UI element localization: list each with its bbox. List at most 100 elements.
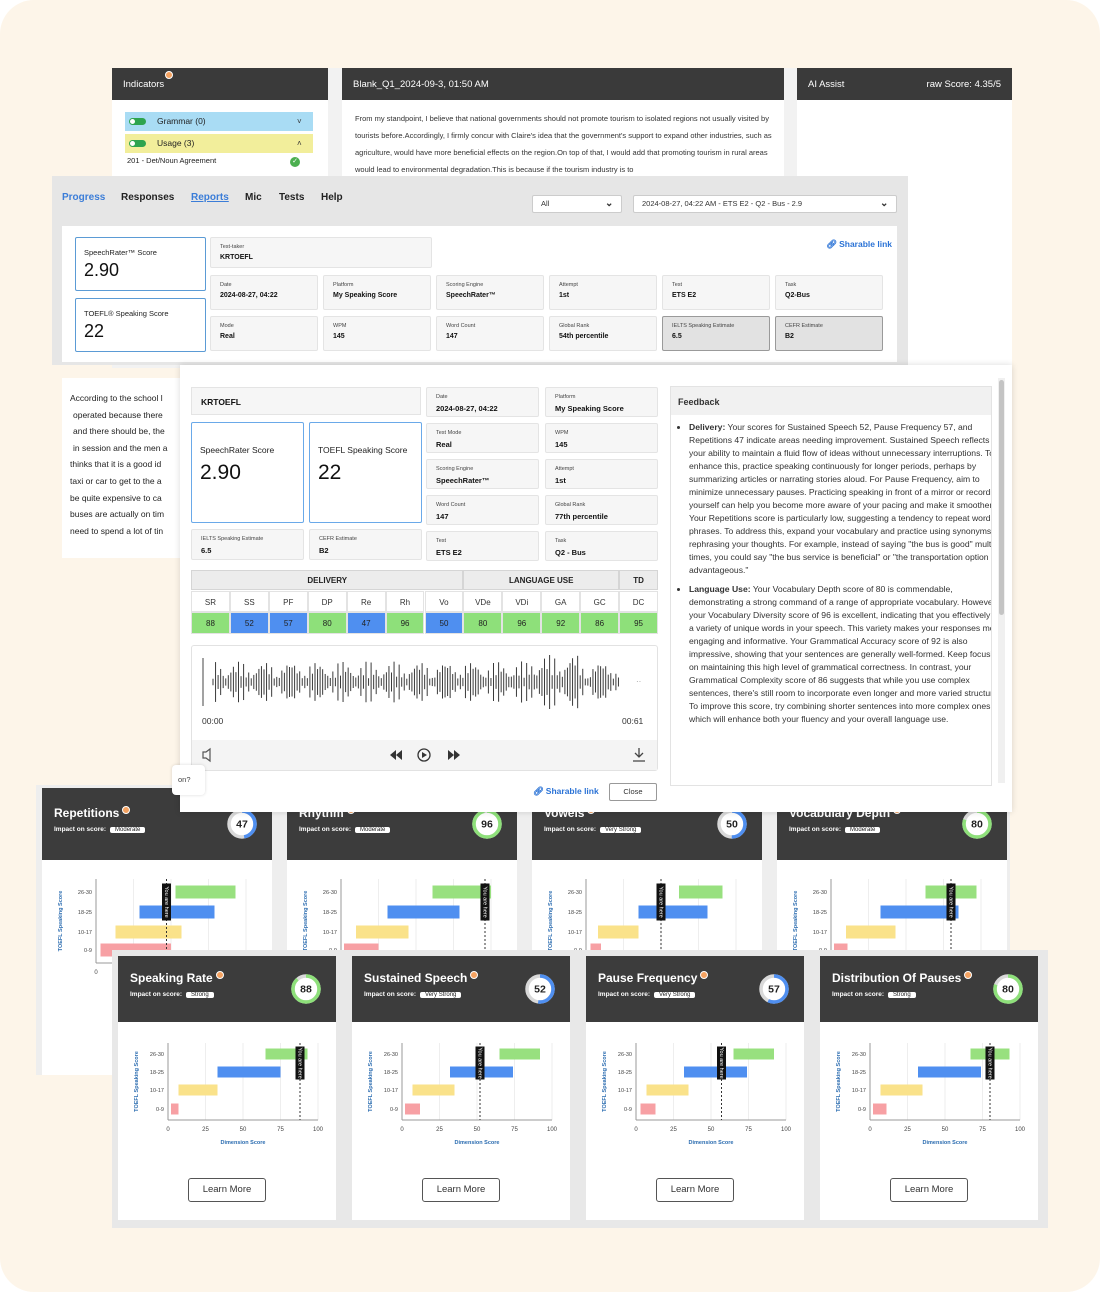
info-field: CEFR Estimate B2 bbox=[775, 316, 883, 351]
range-bar bbox=[139, 905, 215, 919]
nav-item[interactable]: Responses bbox=[121, 192, 175, 203]
range-chart: 0 25 50 75 100 26-30 18-25 10-17 0-9 You are here… bbox=[368, 1043, 558, 1146]
learn-more-button[interactable]: Learn More bbox=[890, 1178, 968, 1202]
marker-label: You are here bbox=[482, 886, 488, 917]
close-button[interactable]: Close bbox=[609, 783, 657, 801]
card-title: Repetitions bbox=[54, 806, 131, 820]
gauge-arc bbox=[291, 974, 321, 1004]
sharable-link[interactable]: 🔗︎ Sharable link bbox=[826, 239, 892, 250]
learn-more-button[interactable]: Learn More bbox=[422, 1178, 500, 1202]
y-axis-label: TOEFL Speaking Score bbox=[793, 891, 799, 952]
range-bar bbox=[598, 925, 639, 939]
field-label: Global Rank bbox=[559, 323, 590, 329]
select[interactable]: All ⌄ bbox=[532, 195, 622, 213]
marker-tag bbox=[162, 883, 171, 921]
metric-card: Pause Frequency Impact on score: Very Stro… bbox=[586, 956, 804, 1220]
nav-item[interactable]: Help bbox=[321, 192, 343, 203]
x-tick-label: 25 bbox=[436, 1127, 443, 1133]
gauge-value: 88 bbox=[300, 984, 312, 996]
card-title-text: Speaking Rate bbox=[130, 971, 213, 985]
info-field: Word Count 147 bbox=[426, 495, 539, 525]
x-tick-label: 25 bbox=[670, 1127, 677, 1133]
table-value: 88 bbox=[191, 612, 230, 634]
select[interactable]: 2024-08-27, 04:22 AM - ETS E2 - Q2 - Bus… bbox=[633, 195, 897, 213]
y-tick-label: 18-25 bbox=[813, 910, 827, 916]
y-tick-label: 26-30 bbox=[852, 1052, 866, 1058]
field-label: WPM bbox=[555, 430, 569, 436]
field-value: Q2-Bus bbox=[785, 291, 810, 299]
learn-more-button[interactable]: Learn More bbox=[656, 1178, 734, 1202]
field-value: 2024-08-27, 04:22 bbox=[220, 291, 278, 299]
learn-more-button[interactable]: Learn More bbox=[188, 1178, 266, 1202]
y-tick-label: 10-17 bbox=[813, 930, 827, 936]
info-field: Platform My Speaking Score bbox=[545, 387, 658, 417]
chevron: ⌄ bbox=[605, 198, 614, 209]
field-value: 145 bbox=[333, 332, 345, 340]
impact-pill: Strong bbox=[888, 992, 916, 998]
x-tick-label: 50 bbox=[708, 1127, 715, 1133]
range-bar bbox=[679, 885, 723, 899]
info-field: Test-taker KRTOEFL bbox=[210, 237, 432, 268]
impact-row: Impact on score: Very Strong bbox=[598, 991, 696, 998]
sharable-link[interactable]: 🔗︎ Sharable link bbox=[533, 786, 599, 797]
score-value: 2.90 bbox=[200, 461, 241, 484]
range-chart: 0 25 50 75 100 26-30 18-25 10-17 0-9 You are here… bbox=[836, 1043, 1026, 1146]
range-bar bbox=[178, 1084, 218, 1096]
field-label: Task bbox=[785, 282, 797, 288]
forward-icon bbox=[448, 750, 460, 760]
card-header: Pause Frequency Impact on score: Very Stro… bbox=[586, 956, 804, 1022]
play-icon bbox=[422, 752, 427, 758]
x-axis-label: Dimension Score bbox=[923, 1140, 968, 1146]
range-bar bbox=[499, 1048, 540, 1060]
feedback-text: Your Vocabulary Depth score of 80 is com… bbox=[689, 584, 992, 724]
toggle-knob bbox=[130, 141, 135, 146]
marker-label: You are here bbox=[987, 1047, 993, 1078]
table-code: DP bbox=[307, 591, 347, 612]
response-line: buses are actually on tim bbox=[70, 509, 165, 520]
gauge-value: 80 bbox=[971, 819, 983, 831]
y-tick-label: 26-30 bbox=[323, 890, 337, 896]
field-label: Task bbox=[555, 538, 567, 544]
card-title-text: Sustained Speech bbox=[364, 971, 468, 985]
field-value: 54th percentile bbox=[559, 332, 609, 340]
y-tick-label: 0-9 bbox=[390, 1107, 398, 1113]
range-bar bbox=[880, 1084, 923, 1096]
nav-item[interactable]: Mic bbox=[245, 192, 262, 203]
nav-item[interactable]: Reports bbox=[191, 192, 229, 203]
marker-tag bbox=[656, 883, 666, 921]
indicator-row[interactable]: Grammar (0) ˅ bbox=[125, 112, 313, 131]
field-value: SpeechRater™ bbox=[446, 291, 496, 299]
x-tick-label: 75 bbox=[511, 1127, 518, 1133]
score-card: TOEFL® Speaking Score 22 bbox=[75, 298, 206, 352]
impact-pill: Very Strong bbox=[420, 992, 462, 998]
range-bar bbox=[265, 1048, 308, 1060]
table-group-header: LANGUAGE USE bbox=[463, 570, 620, 590]
field-value: 147 bbox=[446, 332, 458, 340]
chevron: ˄ bbox=[297, 139, 302, 148]
nav-item[interactable]: Tests bbox=[279, 192, 305, 203]
score-value: 22 bbox=[318, 461, 342, 484]
table-code: VDe bbox=[463, 591, 503, 612]
range-chart: 0 25 50 75 100 26-30 18-25 10-17 0-9 You are here… bbox=[134, 1043, 324, 1146]
field-value: ETS E2 bbox=[672, 291, 697, 299]
field-value: My Speaking Score bbox=[555, 403, 624, 413]
score-gauge: 50 bbox=[717, 809, 747, 839]
y-tick-label: 10-17 bbox=[78, 930, 92, 936]
y-tick-label: 10-17 bbox=[384, 1088, 398, 1094]
field-label: Mode bbox=[220, 323, 234, 329]
range-bar bbox=[684, 1066, 747, 1078]
gauge-value: 52 bbox=[534, 984, 546, 996]
essay-header: Blank_Q1_2024-09-3, 01:50 AM bbox=[342, 68, 784, 100]
info-field: Test Mode Real bbox=[426, 423, 539, 453]
x-tick-label: 75 bbox=[745, 1127, 752, 1133]
nav-item[interactable]: Progress bbox=[62, 192, 106, 203]
volume-icon bbox=[202, 747, 211, 763]
play-icon bbox=[417, 748, 431, 762]
toggle bbox=[129, 118, 146, 125]
impact-label: Impact on score: bbox=[54, 826, 107, 833]
field-value: 145 bbox=[555, 439, 568, 449]
response-line: be quite expensive to ca bbox=[70, 492, 162, 503]
table-group-header: TD bbox=[619, 570, 658, 590]
info-field: CEFR Estimate B2 bbox=[309, 529, 422, 560]
indicator-row[interactable]: Usage (3) ˄ bbox=[125, 134, 313, 153]
